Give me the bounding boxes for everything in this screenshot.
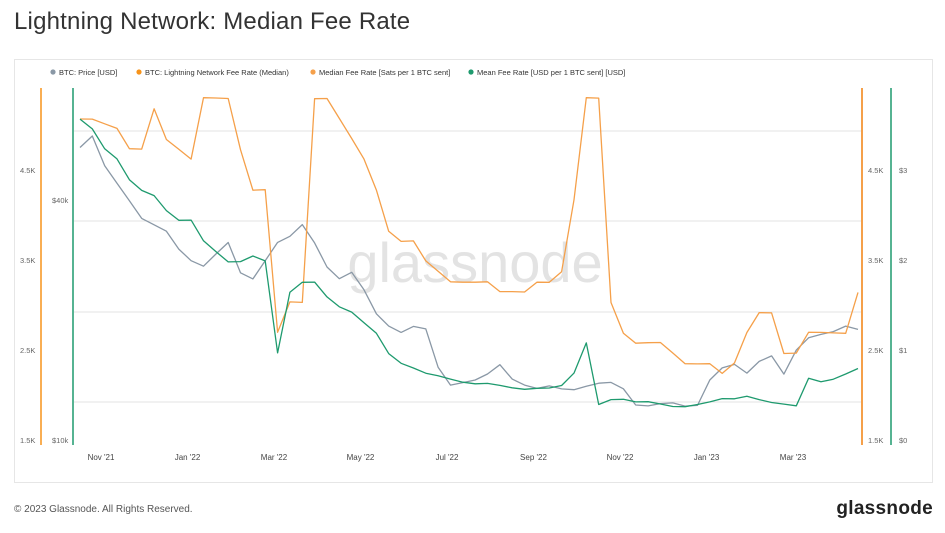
y-right-usd-tick: $2 [899, 256, 907, 265]
brand-logo: glassnode [836, 498, 933, 519]
copyright-text: © 2023 Glassnode. All Rights Reserved. [14, 504, 193, 515]
y-left-sats-tick: 4.5K [20, 166, 35, 175]
y-right-usd-tick: $3 [899, 166, 907, 175]
legend-label: BTC: Price [USD] [59, 68, 117, 77]
x-tick-label: Mar '22 [261, 453, 288, 462]
legend-marker [468, 69, 474, 75]
chart-title: Lightning Network: Median Fee Rate [14, 8, 411, 35]
y-left-price-tick: $10k [52, 436, 69, 445]
x-tick-label: Nov '22 [607, 453, 634, 462]
y-left-sats-tick: 3.5K [20, 256, 35, 265]
y-left-sats-tick: 1.5K [20, 436, 35, 445]
price-line [79, 135, 859, 407]
y-right-usd-tick: $0 [899, 436, 907, 445]
y-right-sats-tick: 3.5K [868, 256, 883, 265]
x-tick-label: Mar '23 [780, 453, 807, 462]
legend-marker [136, 69, 142, 75]
chart-panel [14, 59, 933, 483]
y-right-sats-tick: 2.5K [868, 346, 883, 355]
mean-fee-line [79, 118, 859, 408]
x-tick-label: Sep '22 [520, 453, 547, 462]
y-left-price-tick: $40k [52, 196, 69, 205]
legend-label: Mean Fee Rate [USD per 1 BTC sent] [USD] [477, 68, 625, 77]
median-fee-line [79, 97, 859, 375]
x-tick-label: Jan '22 [175, 453, 201, 462]
y-right-sats-tick: 4.5K [868, 166, 883, 175]
x-tick-label: Nov '21 [88, 453, 115, 462]
legend-label: Median Fee Rate [Sats per 1 BTC sent] [319, 68, 450, 77]
y-left-sats-tick: 2.5K [20, 346, 35, 355]
y-right-sats-tick: 1.5K [868, 436, 883, 445]
legend-marker [50, 69, 56, 75]
y-right-usd-tick: $1 [899, 346, 907, 355]
legend-marker [310, 69, 316, 75]
x-tick-label: May '22 [347, 453, 375, 462]
legend-label: BTC: Lightning Network Fee Rate (Median) [145, 68, 289, 77]
x-tick-label: Jul '22 [436, 453, 459, 462]
x-tick-label: Jan '23 [694, 453, 720, 462]
watermark: glassnode [347, 231, 602, 294]
